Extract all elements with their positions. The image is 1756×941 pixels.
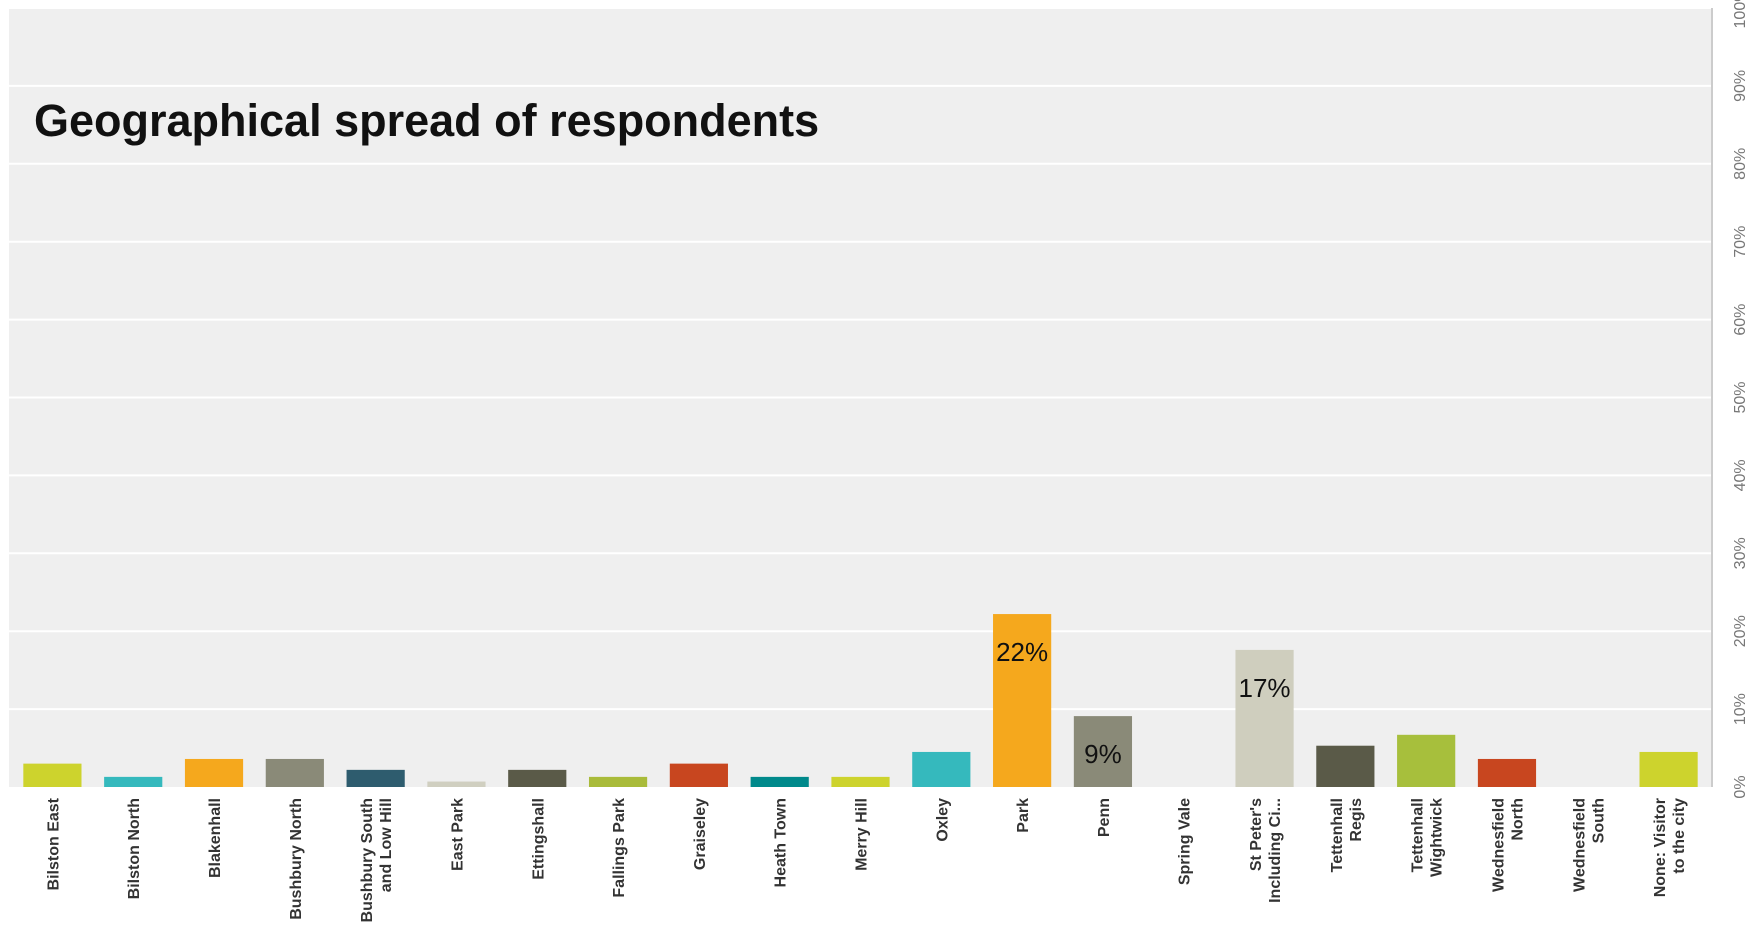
bar — [1316, 745, 1375, 787]
x-tick-label: Spring Vale — [1177, 798, 1194, 885]
x-tick-label: St Peter's — [1248, 798, 1265, 871]
y-tick-label: 50% — [1732, 381, 1749, 413]
x-tick-label: Wightwick — [1429, 798, 1446, 877]
bar — [1235, 649, 1294, 787]
bar — [750, 776, 809, 787]
x-tick-label: Wednesfield — [1571, 798, 1588, 892]
bar — [1477, 758, 1537, 787]
bar — [912, 751, 971, 787]
bar — [508, 769, 567, 787]
y-tick-labels: 0% 10% 20% 30% 40% 50% 60% 70% 80% 90% 100% — [1732, 0, 1749, 799]
x-tick-label: and Low Hill — [378, 798, 395, 892]
x-tick-labels: Bilston East Bilston North Blakenhall Bushb… — [45, 797, 1688, 922]
gridlines — [9, 7, 1712, 711]
y-tick-label: 0% — [1732, 775, 1749, 798]
bar — [104, 776, 163, 787]
x-tick-label: Merry Hill — [854, 798, 871, 871]
x-tick-label: Bushbury North — [288, 798, 305, 920]
y-tick-label: 40% — [1732, 459, 1749, 491]
bar — [588, 776, 648, 787]
x-tick-label: East Park — [449, 798, 466, 871]
data-label: 17% — [1239, 673, 1291, 703]
x-tick-label: None: Visitor — [1652, 798, 1669, 897]
x-tick-label: Blakenhall — [207, 798, 224, 878]
x-tick-label: South — [1590, 798, 1607, 843]
bar — [1397, 734, 1456, 787]
y-tick-label: 80% — [1732, 148, 1749, 180]
bar — [23, 763, 82, 787]
x-tick-label: Oxley — [934, 798, 951, 842]
x-tick-label: Heath Town — [773, 798, 790, 887]
x-tick-label: Graiseley — [692, 798, 709, 870]
y-tick-label: 10% — [1732, 693, 1749, 725]
data-label: 9% — [1084, 739, 1122, 769]
y-tick-label: 70% — [1732, 226, 1749, 258]
bar — [346, 769, 405, 787]
x-tick-label: Penn — [1096, 798, 1113, 837]
bar — [993, 614, 1052, 787]
bar — [427, 781, 486, 787]
bar — [669, 763, 728, 787]
x-tick-label: Including Ci... — [1267, 798, 1284, 903]
bar — [831, 776, 890, 787]
x-tick-label: Bilston North — [126, 798, 143, 899]
y-tick-label: 60% — [1732, 304, 1749, 336]
x-tick-label: Fallings Park — [611, 798, 628, 898]
bar — [1639, 751, 1698, 787]
x-tick-label: Regis — [1348, 798, 1365, 842]
x-tick-label: Tettenhall — [1410, 798, 1427, 872]
y-tick-label: 90% — [1732, 70, 1749, 102]
x-tick-label: North — [1509, 798, 1526, 841]
x-tick-label: Wednesfield — [1490, 798, 1507, 892]
bar — [1073, 716, 1133, 787]
x-tick-label: Bilston East — [45, 797, 62, 890]
x-tick-label: to the city — [1671, 798, 1688, 874]
y-tick-label: 100% — [1732, 0, 1749, 28]
bar — [265, 758, 324, 787]
x-tick-label: Ettingshall — [530, 798, 547, 880]
x-tick-label: Tettenhall — [1329, 798, 1346, 872]
y-tick-label: 20% — [1732, 615, 1749, 647]
bar — [184, 758, 244, 787]
bars — [23, 614, 1698, 787]
x-tick-label: Park — [1015, 798, 1032, 833]
x-tick-label: Bushbury South — [359, 798, 376, 922]
chart-title: Geographical spread of respondents — [34, 95, 819, 146]
y-tick-label: 30% — [1732, 537, 1749, 569]
data-labels: 22% 9% 17% — [996, 637, 1290, 769]
data-label: 22% — [996, 637, 1048, 667]
